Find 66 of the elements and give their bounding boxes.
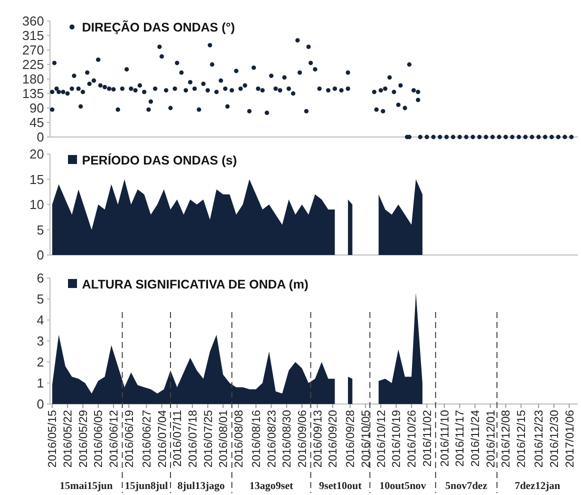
y-tick-label: 2 — [36, 354, 44, 370]
x-tick-label: 2016/07/18 — [187, 410, 200, 468]
x-tick-label: 2016/12/08 — [500, 410, 513, 468]
text: 13ago9set — [249, 481, 294, 492]
y-tick-label: 1 — [36, 376, 44, 391]
text: 8jul13jago — [178, 481, 225, 492]
x-tick-label: 2016/06/05 — [93, 410, 106, 468]
x-tick-label: 2016/10/26 — [406, 410, 419, 468]
text: 7dez12jan — [514, 481, 560, 492]
x-tick-label: 2016/07/04 — [156, 409, 169, 468]
text: 15jun8jul — [124, 481, 168, 492]
text: 9set10out — [318, 481, 362, 492]
y-tick-label: 0 — [36, 130, 44, 145]
legend-label: PERÍODO DAS ONDAS (s) — [82, 152, 237, 168]
x-tick-label: 2016/08/01 — [218, 410, 230, 468]
x-tick-label: 2016/11/10 — [439, 410, 452, 467]
x-tick-label: 2016/05/15 — [47, 410, 60, 468]
y-tick-label: 180 — [22, 72, 44, 87]
x-tick-label: 2016/09/13 — [312, 410, 324, 468]
x-tick-label: 2017/01/06 — [564, 410, 576, 468]
y-tick-label: 6 — [36, 270, 44, 286]
x-tick-label: 2016/08/08 — [233, 410, 246, 468]
x-tick-label: 2016/07/25 — [202, 410, 215, 468]
x-tick-label: 2016/06/12 — [108, 410, 121, 468]
y-tick-label: 135 — [22, 86, 44, 102]
x-tick-label: 2016/12/23 — [534, 410, 546, 468]
text: 5nov7dez — [445, 481, 488, 492]
x-tick-label: 2016/08/16 — [250, 410, 263, 468]
legend-label: DIREÇÃO DAS ONDAS (°) — [82, 19, 235, 34]
x-tick-label: 2016/05/22 — [62, 410, 75, 468]
x-tick-label: 2016/05/29 — [78, 410, 90, 468]
legend-label: ALTURA SIGNIFICATIVA DE ONDA (m) — [82, 277, 308, 292]
y-tick-label: 315 — [22, 28, 44, 44]
y-tick-label: 360 — [22, 14, 44, 29]
y-tick-label: 225 — [22, 57, 44, 72]
x-tick-label: 2016/12/01 — [485, 410, 498, 468]
y-tick-label: 90 — [30, 100, 44, 116]
x-tick-label: 2016/10/12 — [376, 410, 388, 468]
x-tick-label: 2016/08/30 — [282, 410, 294, 468]
x-tick-label: 2016/11/24 — [470, 409, 482, 467]
x-tick-label: 2016/06/19 — [124, 410, 136, 468]
x-tick-label: 2016/06/27 — [141, 410, 154, 468]
x-tick-label: 2016/07/11 — [172, 410, 184, 467]
y-tick-label: 5 — [36, 222, 44, 238]
y-tick-label: 4 — [36, 312, 44, 328]
x-tick-label: 2016/12/15 — [516, 410, 528, 468]
x-tick-label: 2016/10/19 — [391, 410, 404, 468]
x-tick-label: 2016/12/30 — [548, 410, 561, 468]
x-tick-label: 2016/08/23 — [266, 410, 278, 468]
y-tick-label: 270 — [22, 42, 44, 58]
y-tick-label: 15 — [30, 172, 44, 187]
y-tick-label: 10 — [30, 197, 44, 212]
y-tick-label: 45 — [30, 115, 44, 130]
text: 15mai15jun — [60, 481, 113, 492]
x-tick-label: 2016/11/02 — [422, 410, 434, 467]
text: 10out5nov — [379, 481, 427, 492]
y-tick-label: 3 — [36, 334, 44, 349]
y-tick-label: 0 — [36, 396, 44, 412]
x-tick-label: 2016/09/28 — [345, 410, 358, 468]
y-tick-label: 20 — [30, 146, 44, 162]
x-tick-label: 2016/09/06 — [296, 410, 309, 468]
x-tick-label: 2016/09/20 — [328, 410, 340, 468]
y-tick-label: 0 — [36, 248, 44, 263]
x-tick-label: 2016/10/05 — [360, 410, 373, 468]
x-tick-label: 2016/11/17 — [454, 410, 467, 467]
y-tick-label: 5 — [36, 292, 44, 307]
